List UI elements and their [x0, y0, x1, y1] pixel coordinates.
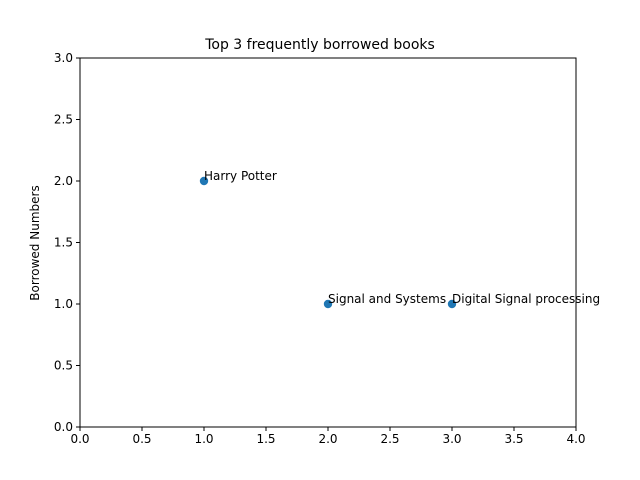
x-tick-label: 4.0 [566, 432, 585, 446]
point-label: Signal and Systems [328, 292, 446, 306]
y-tick-label: 1.0 [54, 297, 73, 311]
point-label: Harry Potter [204, 169, 277, 183]
y-axis-title: Borrowed Numbers [28, 185, 42, 300]
data-point [447, 299, 457, 309]
x-tick-label: 0.0 [70, 432, 89, 446]
y-tick-label: 2.0 [54, 174, 73, 188]
chart-title: Top 3 frequently borrowed books [204, 37, 435, 53]
x-tick-label: 1.0 [194, 432, 213, 446]
data-point [199, 176, 209, 186]
x-tick-label: 3.5 [504, 432, 523, 446]
x-tick-label: 0.5 [132, 432, 151, 446]
x-tick-label: 3.0 [442, 432, 461, 446]
y-tick-label: 0.5 [54, 359, 73, 373]
x-tick-label: 1.5 [256, 432, 275, 446]
y-tick-label: 0.0 [54, 420, 73, 434]
point-label: Digital Signal processing [452, 292, 600, 306]
x-tick-label: 2.0 [318, 432, 337, 446]
y-tick-label: 1.5 [54, 236, 73, 250]
y-tick-label: 3.0 [54, 51, 73, 65]
plot-frame [79, 57, 577, 428]
y-tick-label: 2.5 [54, 113, 73, 127]
x-tick-label: 2.5 [380, 432, 399, 446]
data-point [323, 299, 333, 309]
